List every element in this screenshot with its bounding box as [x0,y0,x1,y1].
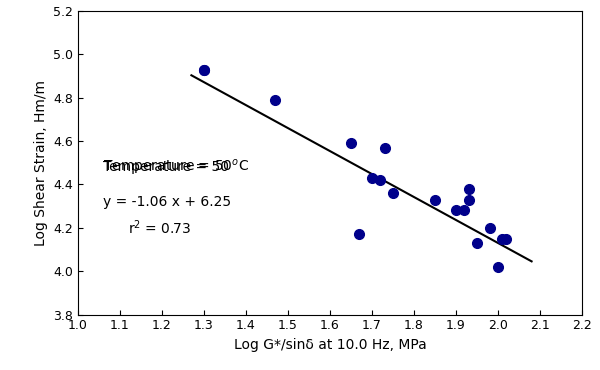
Point [380,145,389,151]
Point [367,175,377,181]
Point [376,177,385,183]
Point [430,197,440,203]
Point [460,208,469,213]
Point [199,67,209,73]
Text: r$^2$ = 0.73: r$^2$ = 0.73 [128,219,192,237]
Point [388,190,398,196]
Point [502,236,511,242]
X-axis label: Log G*/sinδ at 10.0 Hz, MPa: Log G*/sinδ at 10.0 Hz, MPa [233,338,427,352]
Text: y = -1.06 x + 6.25: y = -1.06 x + 6.25 [103,195,232,209]
Point [497,236,507,242]
Point [464,186,473,192]
Y-axis label: Log Shear Strain, Hm/m: Log Shear Strain, Hm/m [34,80,47,246]
Point [355,231,364,237]
Point [271,97,280,103]
Point [451,208,461,213]
Text: Temperature = 50$^o$C: Temperature = 50$^o$C [103,158,249,177]
Point [464,197,473,203]
Point [199,67,209,73]
Point [485,225,494,231]
Point [346,140,356,146]
Point [472,240,482,246]
Point [493,264,503,270]
Text: Temperature = 50: Temperature = 50 [103,161,229,175]
